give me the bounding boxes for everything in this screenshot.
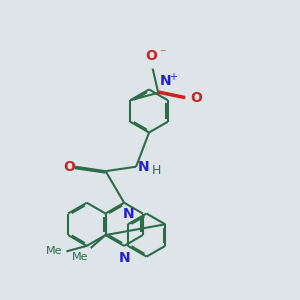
Text: N: N xyxy=(160,74,172,88)
Text: ⁻: ⁻ xyxy=(159,47,166,61)
Text: O: O xyxy=(190,92,202,105)
Text: H: H xyxy=(152,164,161,177)
Text: O: O xyxy=(64,160,76,174)
Text: N: N xyxy=(123,207,134,220)
Text: +: + xyxy=(169,72,177,82)
Text: N: N xyxy=(138,160,149,174)
Text: N: N xyxy=(119,251,131,266)
Text: Me: Me xyxy=(72,252,89,262)
Text: O: O xyxy=(145,49,157,63)
Text: Me: Me xyxy=(45,246,62,256)
